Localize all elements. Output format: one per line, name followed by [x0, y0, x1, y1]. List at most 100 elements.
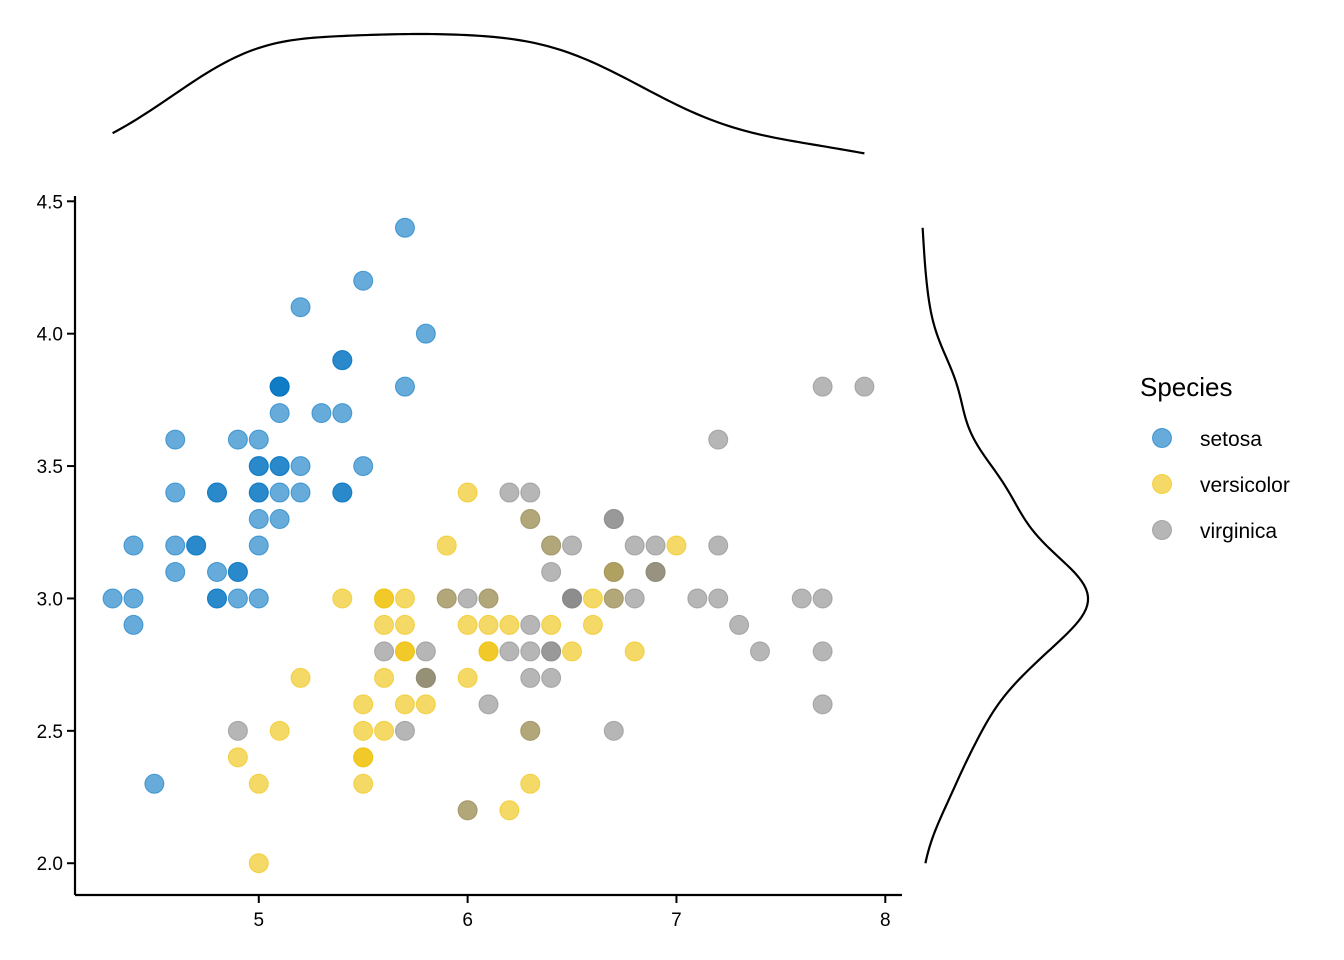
point-setosa-43 — [248, 456, 269, 477]
point-setosa-21 — [269, 403, 290, 424]
point-setosa-39 — [269, 482, 290, 503]
point-virginica-17 — [812, 376, 833, 397]
point-virginica-13 — [394, 720, 415, 741]
point-virginica-7 — [729, 614, 750, 635]
point-setosa-28 — [290, 482, 311, 503]
x-tick-label: 5 — [253, 910, 264, 931]
point-virginica-46 — [520, 720, 541, 741]
point-virginica-34 — [478, 694, 499, 715]
y-density-curve — [921, 227, 1090, 864]
plot-area: 5 6 7 8 2.0 2.5 3.0 3.5 4.0 4.5 — [37, 192, 902, 931]
point-setosa-27 — [290, 456, 311, 477]
point-versicolor-44 — [374, 667, 395, 688]
point-versicolor-28 — [457, 614, 478, 635]
right-marginal-density — [921, 227, 1090, 864]
point-setosa-49 — [248, 509, 269, 530]
point-virginica-32 — [541, 641, 562, 662]
point-virginica-38 — [457, 588, 478, 609]
y-tick-label: 3.0 — [37, 589, 63, 610]
point-versicolor-42 — [415, 694, 436, 715]
point-versicolor-34 — [332, 588, 353, 609]
point-versicolor-0 — [666, 535, 687, 556]
point-virginica-48 — [499, 482, 520, 503]
point-setosa-10 — [332, 403, 353, 424]
point-setosa-47 — [165, 535, 186, 556]
point-virginica-0 — [520, 509, 541, 530]
point-virginica-41 — [645, 561, 666, 582]
y-tick-label: 2.0 — [37, 854, 63, 875]
point-virginica-25 — [708, 535, 729, 556]
point-virginica-9 — [708, 429, 729, 450]
point-virginica-2 — [687, 588, 708, 609]
point-virginica-37 — [541, 561, 562, 582]
x-axis-ticks: 5 6 7 8 — [253, 895, 891, 931]
point-versicolor-26 — [624, 641, 645, 662]
point-virginica-35 — [812, 588, 833, 609]
point-versicolor-10 — [248, 853, 269, 874]
point-virginica-22 — [812, 641, 833, 662]
point-virginica-42 — [415, 667, 436, 688]
point-versicolor-23 — [478, 641, 499, 662]
point-setosa-33 — [353, 270, 374, 291]
legend-key-virginica — [1152, 520, 1172, 540]
point-versicolor-46 — [394, 614, 415, 635]
point-setosa-38 — [123, 588, 144, 609]
point-setosa-13 — [102, 588, 123, 609]
point-versicolor-9 — [290, 667, 311, 688]
point-versicolor-3 — [353, 773, 374, 794]
point-virginica-8 — [603, 720, 624, 741]
point-virginica-14 — [415, 641, 436, 662]
point-setosa-17 — [269, 456, 290, 477]
point-virginica-15 — [541, 535, 562, 556]
point-virginica-12 — [624, 588, 645, 609]
point-setosa-8 — [123, 614, 144, 635]
point-setosa-45 — [207, 588, 228, 609]
point-setosa-36 — [353, 456, 374, 477]
point-versicolor-43 — [248, 773, 269, 794]
point-versicolor-8 — [582, 614, 603, 635]
point-setosa-1 — [227, 588, 248, 609]
point-virginica-40 — [603, 561, 624, 582]
point-virginica-30 — [749, 641, 770, 662]
point-virginica-3 — [520, 614, 541, 635]
legend-items: setosa versicolor virginica — [1152, 428, 1290, 543]
point-versicolor-29 — [394, 694, 415, 715]
point-versicolor-13 — [478, 614, 499, 635]
point-versicolor-49 — [394, 641, 415, 662]
y-tick-label: 2.5 — [37, 722, 63, 743]
point-setosa-31 — [332, 482, 353, 503]
point-versicolor-31 — [353, 747, 374, 768]
point-versicolor-37 — [520, 773, 541, 794]
point-setosa-23 — [269, 509, 290, 530]
y-tick-label: 4.0 — [37, 325, 63, 346]
point-virginica-20 — [645, 535, 666, 556]
point-virginica-5 — [791, 588, 812, 609]
point-setosa-3 — [165, 561, 186, 582]
data-points — [102, 217, 875, 874]
point-versicolor-35 — [457, 482, 478, 503]
point-setosa-29 — [186, 535, 207, 556]
point-setosa-22 — [165, 429, 186, 450]
legend-title: Species — [1140, 372, 1233, 402]
point-versicolor-38 — [374, 588, 395, 609]
legend-label-virginica: virginica — [1200, 520, 1277, 543]
point-virginica-18 — [812, 694, 833, 715]
point-setosa-32 — [290, 297, 311, 318]
point-virginica-33 — [520, 641, 541, 662]
point-setosa-16 — [332, 350, 353, 371]
x-tick-label: 6 — [462, 910, 473, 931]
point-versicolor-19 — [374, 720, 395, 741]
point-setosa-4 — [248, 429, 269, 450]
legend-key-versicolor — [1152, 474, 1172, 494]
x-tick-label: 8 — [880, 910, 891, 931]
point-versicolor-25 — [582, 588, 603, 609]
point-virginica-49 — [436, 588, 457, 609]
point-setosa-25 — [248, 588, 269, 609]
point-setosa-34 — [227, 561, 248, 582]
point-setosa-24 — [207, 482, 228, 503]
point-versicolor-24 — [541, 614, 562, 635]
point-setosa-37 — [227, 429, 248, 450]
legend-key-setosa — [1152, 428, 1172, 448]
point-setosa-42 — [123, 535, 144, 556]
